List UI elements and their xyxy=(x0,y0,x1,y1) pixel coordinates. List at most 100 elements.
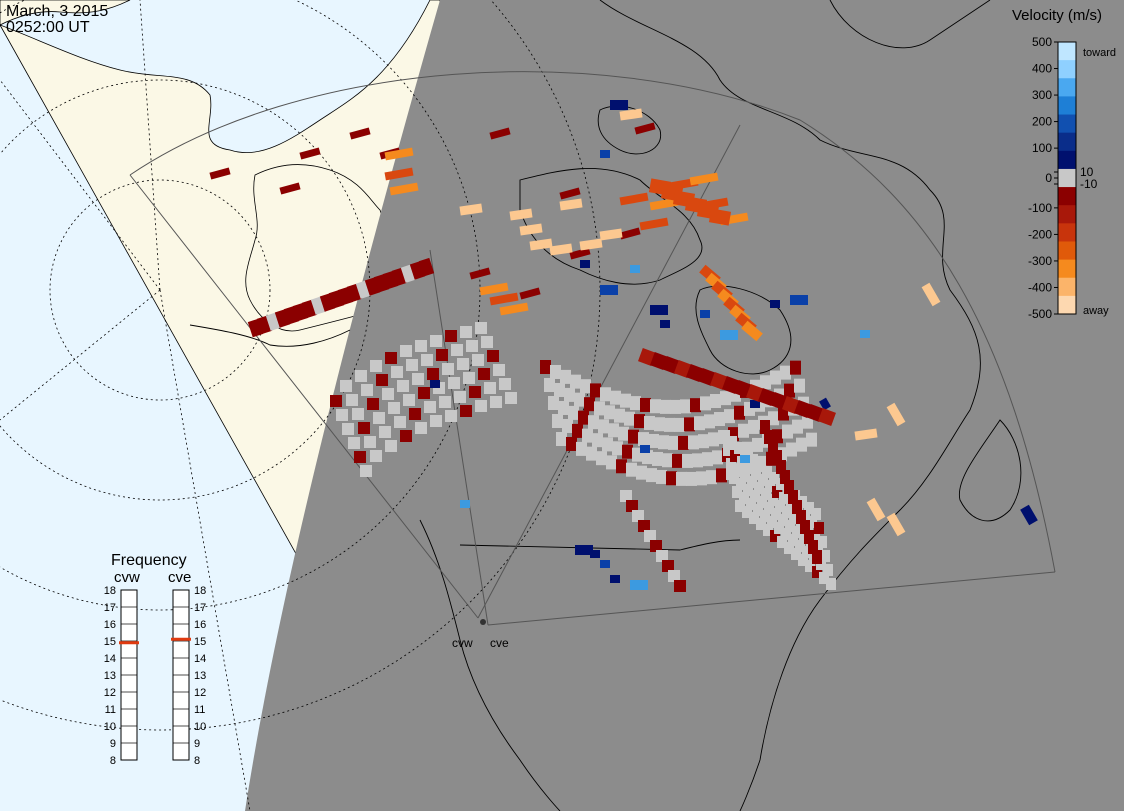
velocity-cell xyxy=(487,350,499,362)
frequency-tick-label: 10 xyxy=(194,721,206,733)
velocity-cell xyxy=(810,530,820,542)
velocity-cell xyxy=(708,208,732,226)
velocity-cell xyxy=(580,260,590,268)
velocity-cell xyxy=(792,526,802,538)
velocity-cell xyxy=(640,397,651,412)
velocity-cell xyxy=(638,432,649,447)
frequency-scale-cvw: 18 17 16 15 14 13 12 11 10 9 8 xyxy=(104,585,139,767)
velocity-cell xyxy=(823,564,833,576)
velocity-cell xyxy=(460,326,472,338)
velocity-cell xyxy=(780,365,791,380)
velocity-cell xyxy=(569,247,591,260)
velocity-cell xyxy=(373,412,385,424)
colorbar-tick-label: 10 xyxy=(1080,165,1094,179)
velocity-cell xyxy=(678,435,689,450)
colorbar-swatch xyxy=(1058,295,1076,315)
velocity-cell xyxy=(694,416,705,431)
velocity-cell xyxy=(748,419,759,434)
velocity-cell xyxy=(346,394,358,406)
colorbar-title: Velocity (m/s) xyxy=(1012,7,1102,24)
velocity-cell xyxy=(580,379,591,394)
velocity-cell xyxy=(484,382,496,394)
velocity-cell xyxy=(702,452,713,467)
velocity-cell xyxy=(763,524,773,536)
velocity-cell xyxy=(807,516,817,528)
frequency-tick-label: 13 xyxy=(194,670,206,682)
frequency-tick-label: 12 xyxy=(104,687,116,699)
frequency-tick-label: 14 xyxy=(194,653,206,665)
colorbar-swatch xyxy=(1058,150,1076,170)
velocity-cell xyxy=(720,391,731,406)
velocity-cell xyxy=(460,405,472,417)
velocity-cell xyxy=(700,310,710,318)
velocity-cell xyxy=(826,578,836,590)
velocity-cell xyxy=(490,396,502,408)
velocity-cell xyxy=(734,442,744,454)
velocity-cell xyxy=(424,401,436,413)
velocity-cell xyxy=(775,500,785,512)
velocity-cell xyxy=(662,453,673,468)
site-label-cvw: cvw xyxy=(452,636,473,650)
velocity-cell xyxy=(509,208,533,221)
velocity-cell xyxy=(412,373,424,385)
velocity-cell xyxy=(749,512,759,524)
velocity-cell xyxy=(684,417,695,432)
velocity-cell xyxy=(505,392,517,404)
velocity-cell xyxy=(574,392,585,407)
velocity-cell xyxy=(756,518,766,530)
velocity-cell xyxy=(578,410,589,425)
colorbar-swatch xyxy=(1058,277,1076,297)
colorbar-swatch xyxy=(1058,132,1076,152)
velocity-cell xyxy=(370,450,382,462)
colorbar-swatch xyxy=(1058,78,1076,97)
velocity-cell xyxy=(630,265,640,273)
frequency-tick-label: 8 xyxy=(194,755,200,767)
velocity-cell xyxy=(600,560,610,568)
velocity-cell xyxy=(750,400,760,408)
velocity-cell xyxy=(630,580,648,590)
velocity-cell xyxy=(762,466,772,478)
velocity-cell xyxy=(279,182,301,195)
velocity-cell xyxy=(720,330,738,340)
velocity-cell xyxy=(746,498,756,510)
velocity-cell xyxy=(568,405,579,420)
velocity-cell xyxy=(785,520,795,532)
velocity-cell xyxy=(519,287,541,300)
velocity-cell xyxy=(552,414,563,428)
velocity-cell xyxy=(400,430,412,442)
velocity-cell xyxy=(614,408,625,423)
velocity-cell xyxy=(744,401,755,416)
velocity-cell xyxy=(886,402,906,427)
velocity-cell xyxy=(652,451,663,466)
velocity-cell xyxy=(610,100,628,110)
frequency-tick-label: 16 xyxy=(194,619,206,631)
velocity-cell xyxy=(588,415,599,430)
velocity-cell xyxy=(604,405,615,420)
velocity-cell xyxy=(445,410,457,422)
frequency-tick-label: 17 xyxy=(104,602,116,614)
velocity-cell xyxy=(752,437,763,452)
velocity-cell xyxy=(804,502,814,514)
velocity-cell xyxy=(656,469,667,484)
colorbar-swatch xyxy=(1058,168,1076,188)
velocity-cell xyxy=(658,435,669,450)
velocity-cell xyxy=(800,520,810,534)
velocity-cell xyxy=(650,305,668,315)
velocity-cell xyxy=(436,349,448,361)
velocity-cell xyxy=(676,471,687,486)
velocity-cell xyxy=(789,512,799,524)
colorbar-tick-label: -200 xyxy=(1028,227,1052,241)
velocity-cell xyxy=(760,510,770,522)
frequency-tick-label: 8 xyxy=(110,755,116,767)
colorbar-swatch xyxy=(1058,187,1076,206)
velocity-cell xyxy=(755,460,765,472)
velocity-cell xyxy=(448,377,460,389)
velocity-cell xyxy=(726,458,736,470)
velocity-cell xyxy=(445,330,457,342)
velocity-cell xyxy=(454,391,466,403)
velocity-cell xyxy=(792,419,803,434)
velocity-cell xyxy=(754,482,764,494)
radar-data-cells xyxy=(209,100,1038,592)
